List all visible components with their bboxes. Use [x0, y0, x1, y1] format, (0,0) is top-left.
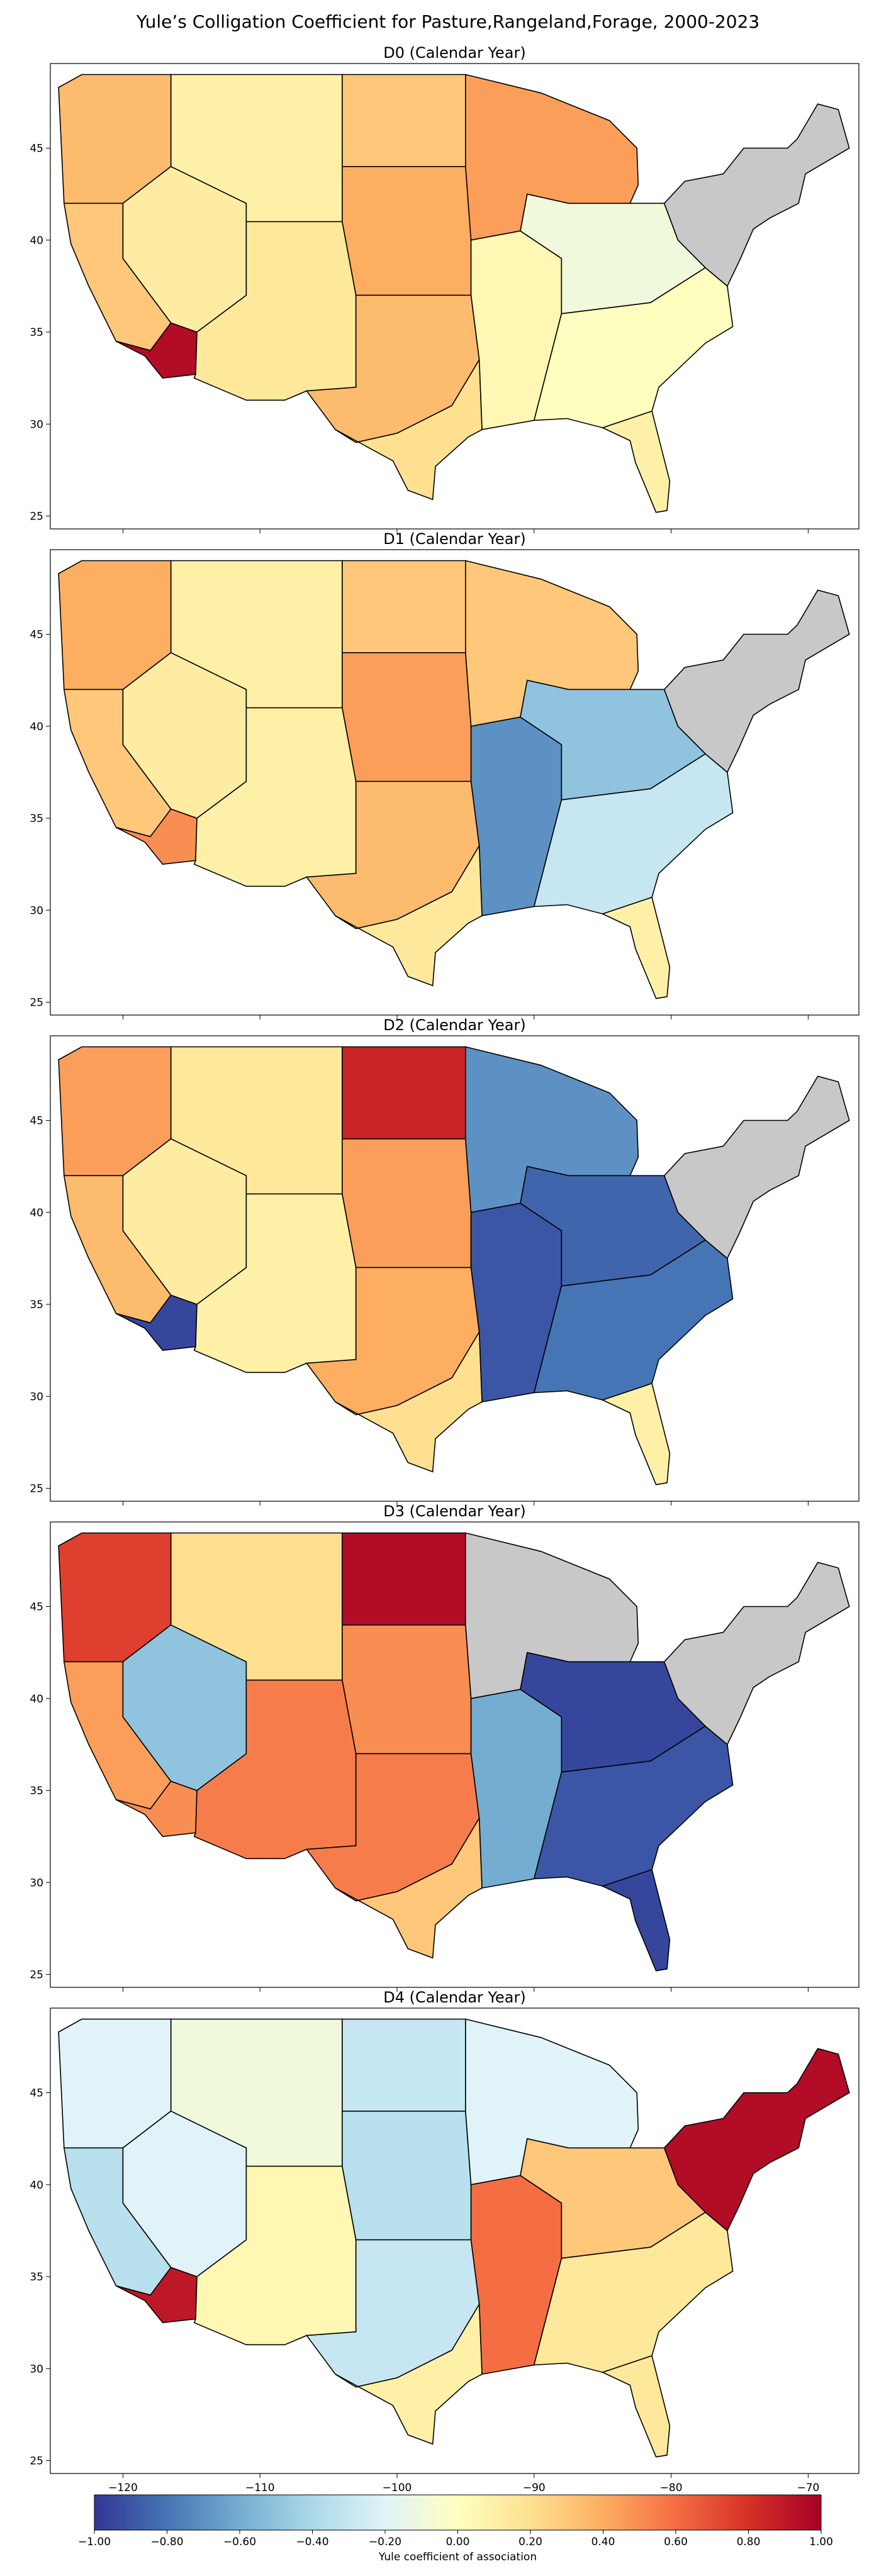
y-tick-label: 35 — [30, 326, 43, 339]
region-texas-gulf — [335, 358, 483, 501]
map-panel-d0: 45 40 35 30 25 — [30, 63, 860, 533]
region-central-plains — [342, 1624, 472, 1755]
region-florida — [601, 1868, 671, 1972]
region-central-plains — [342, 2111, 472, 2241]
y-tick-label: 40 — [30, 1693, 43, 1706]
y-tick-label: 35 — [30, 1785, 43, 1797]
region-florida — [601, 410, 671, 513]
y-tick-label: 25 — [30, 511, 43, 523]
panel-title-d4: D4 (Calendar Year) — [383, 1989, 526, 2006]
region-texas-gulf — [335, 1330, 483, 1473]
y-tick-label: 40 — [30, 1207, 43, 1219]
region-northern-plains — [342, 1532, 466, 1626]
colorbar-label: Yule coefficient of association — [378, 2551, 537, 2563]
y-tick-label: 30 — [30, 2363, 43, 2375]
x-tick-label: −120 — [108, 2482, 138, 2494]
map-panel-d4: 45 40 35 30 25 −120 −110 −100 −90 −80 −70 — [30, 2007, 860, 2494]
panel-title-d1: D1 (Calendar Year) — [383, 530, 526, 548]
y-tick-label: 40 — [30, 235, 43, 247]
region-southeast — [533, 1725, 734, 1887]
region-southeast — [533, 753, 734, 914]
x-tick-label: −110 — [245, 2482, 275, 2494]
y-tick-label: 30 — [30, 418, 43, 431]
x-tick-label: −90 — [523, 2482, 546, 2494]
region-florida — [601, 1382, 671, 1485]
map-panel-d2: 45 40 35 30 25 — [30, 1035, 860, 1506]
y-tick-label: 30 — [30, 1391, 43, 1403]
region-northern-plains — [342, 74, 466, 167]
region-texas-gulf — [335, 844, 483, 987]
colorbar-tick-label: −0.60 — [223, 2536, 256, 2548]
panel-title-d2: D2 (Calendar Year) — [383, 1016, 526, 1034]
colorbar-tick-label: −0.40 — [296, 2536, 328, 2548]
map-panel-d3: 45 40 35 30 25 — [30, 1521, 860, 1992]
figure-title: Yule’s Colligation Coefficient for Pastu… — [136, 11, 760, 32]
panel-title-d3: D3 (Calendar Year) — [383, 1502, 526, 1520]
region-southeast — [533, 1239, 734, 1401]
region-northeast — [663, 2048, 850, 2232]
colorbar: −1.00 −0.80 −0.60 −0.40 −0.20 0.00 0.20 0.40 0.6… — [78, 2494, 833, 2563]
y-tick-label: 35 — [30, 813, 43, 825]
colorbar-gradient — [94, 2494, 822, 2531]
y-tick-label: 25 — [30, 997, 43, 1009]
y-tick-label: 40 — [30, 2179, 43, 2192]
axes-frame-d2 — [50, 1035, 860, 1502]
region-texas-gulf — [335, 2302, 483, 2445]
y-tick-label: 25 — [30, 2455, 43, 2468]
y-tick-label: 35 — [30, 2271, 43, 2284]
region-northern-plains — [342, 1046, 466, 1140]
y-tick-label: 25 — [30, 1969, 43, 1982]
colorbar-tick-label: 0.40 — [591, 2536, 615, 2548]
colorbar-tick-label: 0.20 — [518, 2536, 542, 2548]
x-tick-label: −80 — [660, 2482, 683, 2494]
colorbar-tick-label: −0.80 — [150, 2536, 183, 2548]
region-florida — [601, 896, 671, 999]
colorbar-tick-label: 0.80 — [737, 2536, 761, 2548]
colorbar-tick-label: −1.00 — [78, 2536, 111, 2548]
region-northern-plains — [342, 560, 466, 653]
x-tick-label: −70 — [797, 2482, 819, 2494]
panel-title-d0: D0 (Calendar Year) — [383, 44, 526, 62]
y-tick-label: 45 — [30, 2087, 43, 2100]
y-tick-label: 45 — [30, 1115, 43, 1128]
region-northeast — [663, 589, 850, 774]
colorbar-tick-label: 0.00 — [446, 2536, 470, 2548]
colorbar-tick-label: 0.60 — [664, 2536, 688, 2548]
y-tick-label: 35 — [30, 1299, 43, 1311]
region-texas-gulf — [335, 1816, 483, 1959]
colorbar-tick-label: −0.20 — [369, 2536, 401, 2548]
region-northeast — [663, 1075, 850, 1260]
map-panel-d1: 45 40 35 30 25 — [30, 549, 860, 1019]
y-tick-label: 30 — [30, 904, 43, 917]
region-southeast — [533, 267, 734, 428]
region-northeast — [663, 103, 850, 287]
x-tick-label: −100 — [383, 2482, 412, 2494]
y-tick-label: 45 — [30, 1601, 43, 1614]
y-tick-label: 25 — [30, 1483, 43, 1496]
region-florida — [601, 2355, 671, 2458]
y-tick-label: 45 — [30, 629, 43, 641]
region-southeast — [533, 2211, 734, 2373]
region-central-plains — [342, 165, 472, 296]
y-tick-label: 45 — [30, 143, 43, 155]
axes-frame-d1 — [50, 549, 860, 1016]
region-northern-plains — [342, 2018, 466, 2112]
axes-frame-d4 — [50, 2007, 860, 2474]
region-northeast — [663, 1562, 850, 1746]
axes-frame-d3 — [50, 1521, 860, 1988]
region-central-plains — [342, 1138, 472, 1269]
axes-frame-d0 — [50, 63, 860, 530]
region-central-plains — [342, 652, 472, 782]
y-tick-label: 40 — [30, 721, 43, 733]
y-tick-label: 30 — [30, 1877, 43, 1889]
colorbar-tick-label: 1.00 — [809, 2536, 833, 2548]
